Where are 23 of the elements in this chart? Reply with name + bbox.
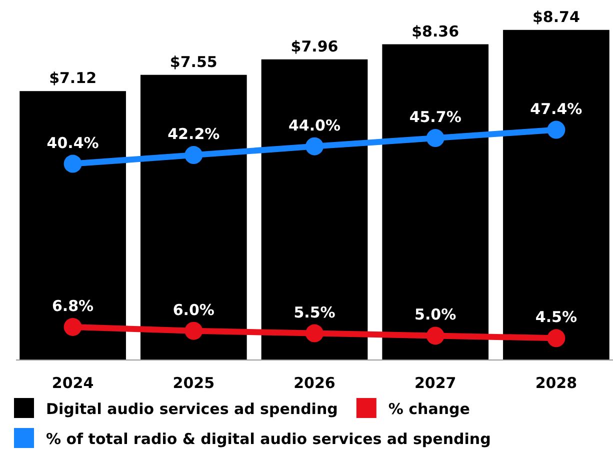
data-label: $8.36	[412, 22, 460, 40]
data-label: 6.0%	[172, 300, 214, 319]
data-label: 47.4%	[530, 100, 582, 118]
data-label: 42.2%	[168, 125, 220, 144]
data-label: $7.96	[290, 37, 338, 56]
x-tick-label: 2028	[535, 374, 578, 392]
x-tick-label: 2024	[52, 374, 94, 392]
x-tick-label: 2027	[414, 374, 456, 392]
legend-label: % change	[388, 400, 470, 418]
data-label: 44.0%	[288, 116, 341, 134]
data-label: 6.8%	[52, 296, 94, 315]
x-tick-label: 2026	[294, 374, 336, 392]
data-label: 40.4%	[46, 134, 99, 152]
data-label: 4.5%	[535, 308, 578, 326]
data-label: $7.55	[170, 52, 218, 71]
legend-label: % of total radio & digital audio services ad spending	[46, 430, 491, 448]
data-label: $8.74	[532, 8, 580, 26]
data-label: 45.7%	[409, 108, 462, 126]
data-label: 5.5%	[294, 303, 336, 322]
data-label: $7.12	[49, 69, 97, 88]
data-label: 5.0%	[414, 306, 456, 324]
legend-label: Digital audio services ad spending	[46, 400, 338, 418]
x-tick-label: 2025	[172, 374, 215, 392]
